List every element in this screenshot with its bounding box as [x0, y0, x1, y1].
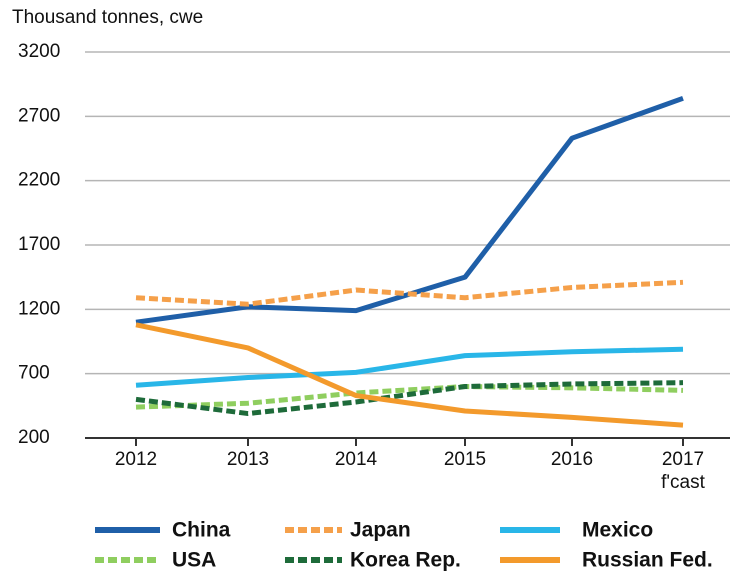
legend-label: Russian Fed.: [582, 549, 713, 572]
legend-label: Mexico: [582, 519, 653, 542]
x-tick-label: 2017: [662, 449, 704, 470]
y-tick-label: 1700: [18, 234, 60, 255]
series-line: [135, 95, 684, 325]
annotation: f'cast: [661, 472, 705, 493]
x-tick-label: 2014: [335, 449, 378, 470]
y-tick-label: 1200: [18, 298, 60, 319]
y-tick-label: 2200: [18, 170, 60, 191]
y-axis-label: Thousand tonnes, cwe: [12, 7, 203, 28]
series-line: [135, 380, 684, 417]
legend-label: China: [172, 519, 231, 542]
legend-label: Korea Rep.: [350, 549, 461, 572]
legend-label: USA: [172, 549, 216, 572]
series-line: [135, 322, 684, 428]
legend-label: Japan: [350, 519, 411, 542]
series-line: [135, 384, 684, 410]
x-tick-label: 2016: [551, 449, 593, 470]
x-tick-label: 2015: [444, 449, 486, 470]
x-tick-label: 2012: [115, 449, 157, 470]
series-line: [135, 346, 684, 388]
x-tick-label: 2013: [227, 449, 269, 470]
y-tick-label: 700: [18, 363, 50, 384]
y-tick-label: 2700: [18, 105, 60, 126]
y-tick-label: 200: [18, 427, 50, 448]
series-line: [135, 279, 684, 307]
y-tick-label: 3200: [18, 41, 60, 62]
